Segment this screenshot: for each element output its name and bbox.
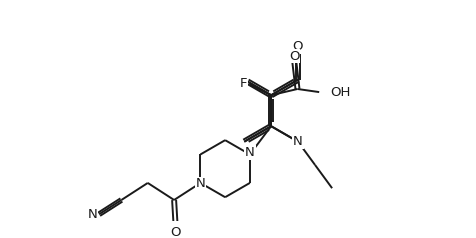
- Text: OH: OH: [330, 86, 350, 99]
- Text: F: F: [240, 77, 247, 90]
- Text: N: N: [245, 146, 255, 159]
- Text: O: O: [293, 40, 303, 53]
- Text: N: N: [88, 208, 98, 221]
- Text: N: N: [196, 178, 205, 190]
- Text: N: N: [293, 135, 303, 148]
- Text: O: O: [289, 50, 300, 63]
- Text: O: O: [170, 226, 181, 238]
